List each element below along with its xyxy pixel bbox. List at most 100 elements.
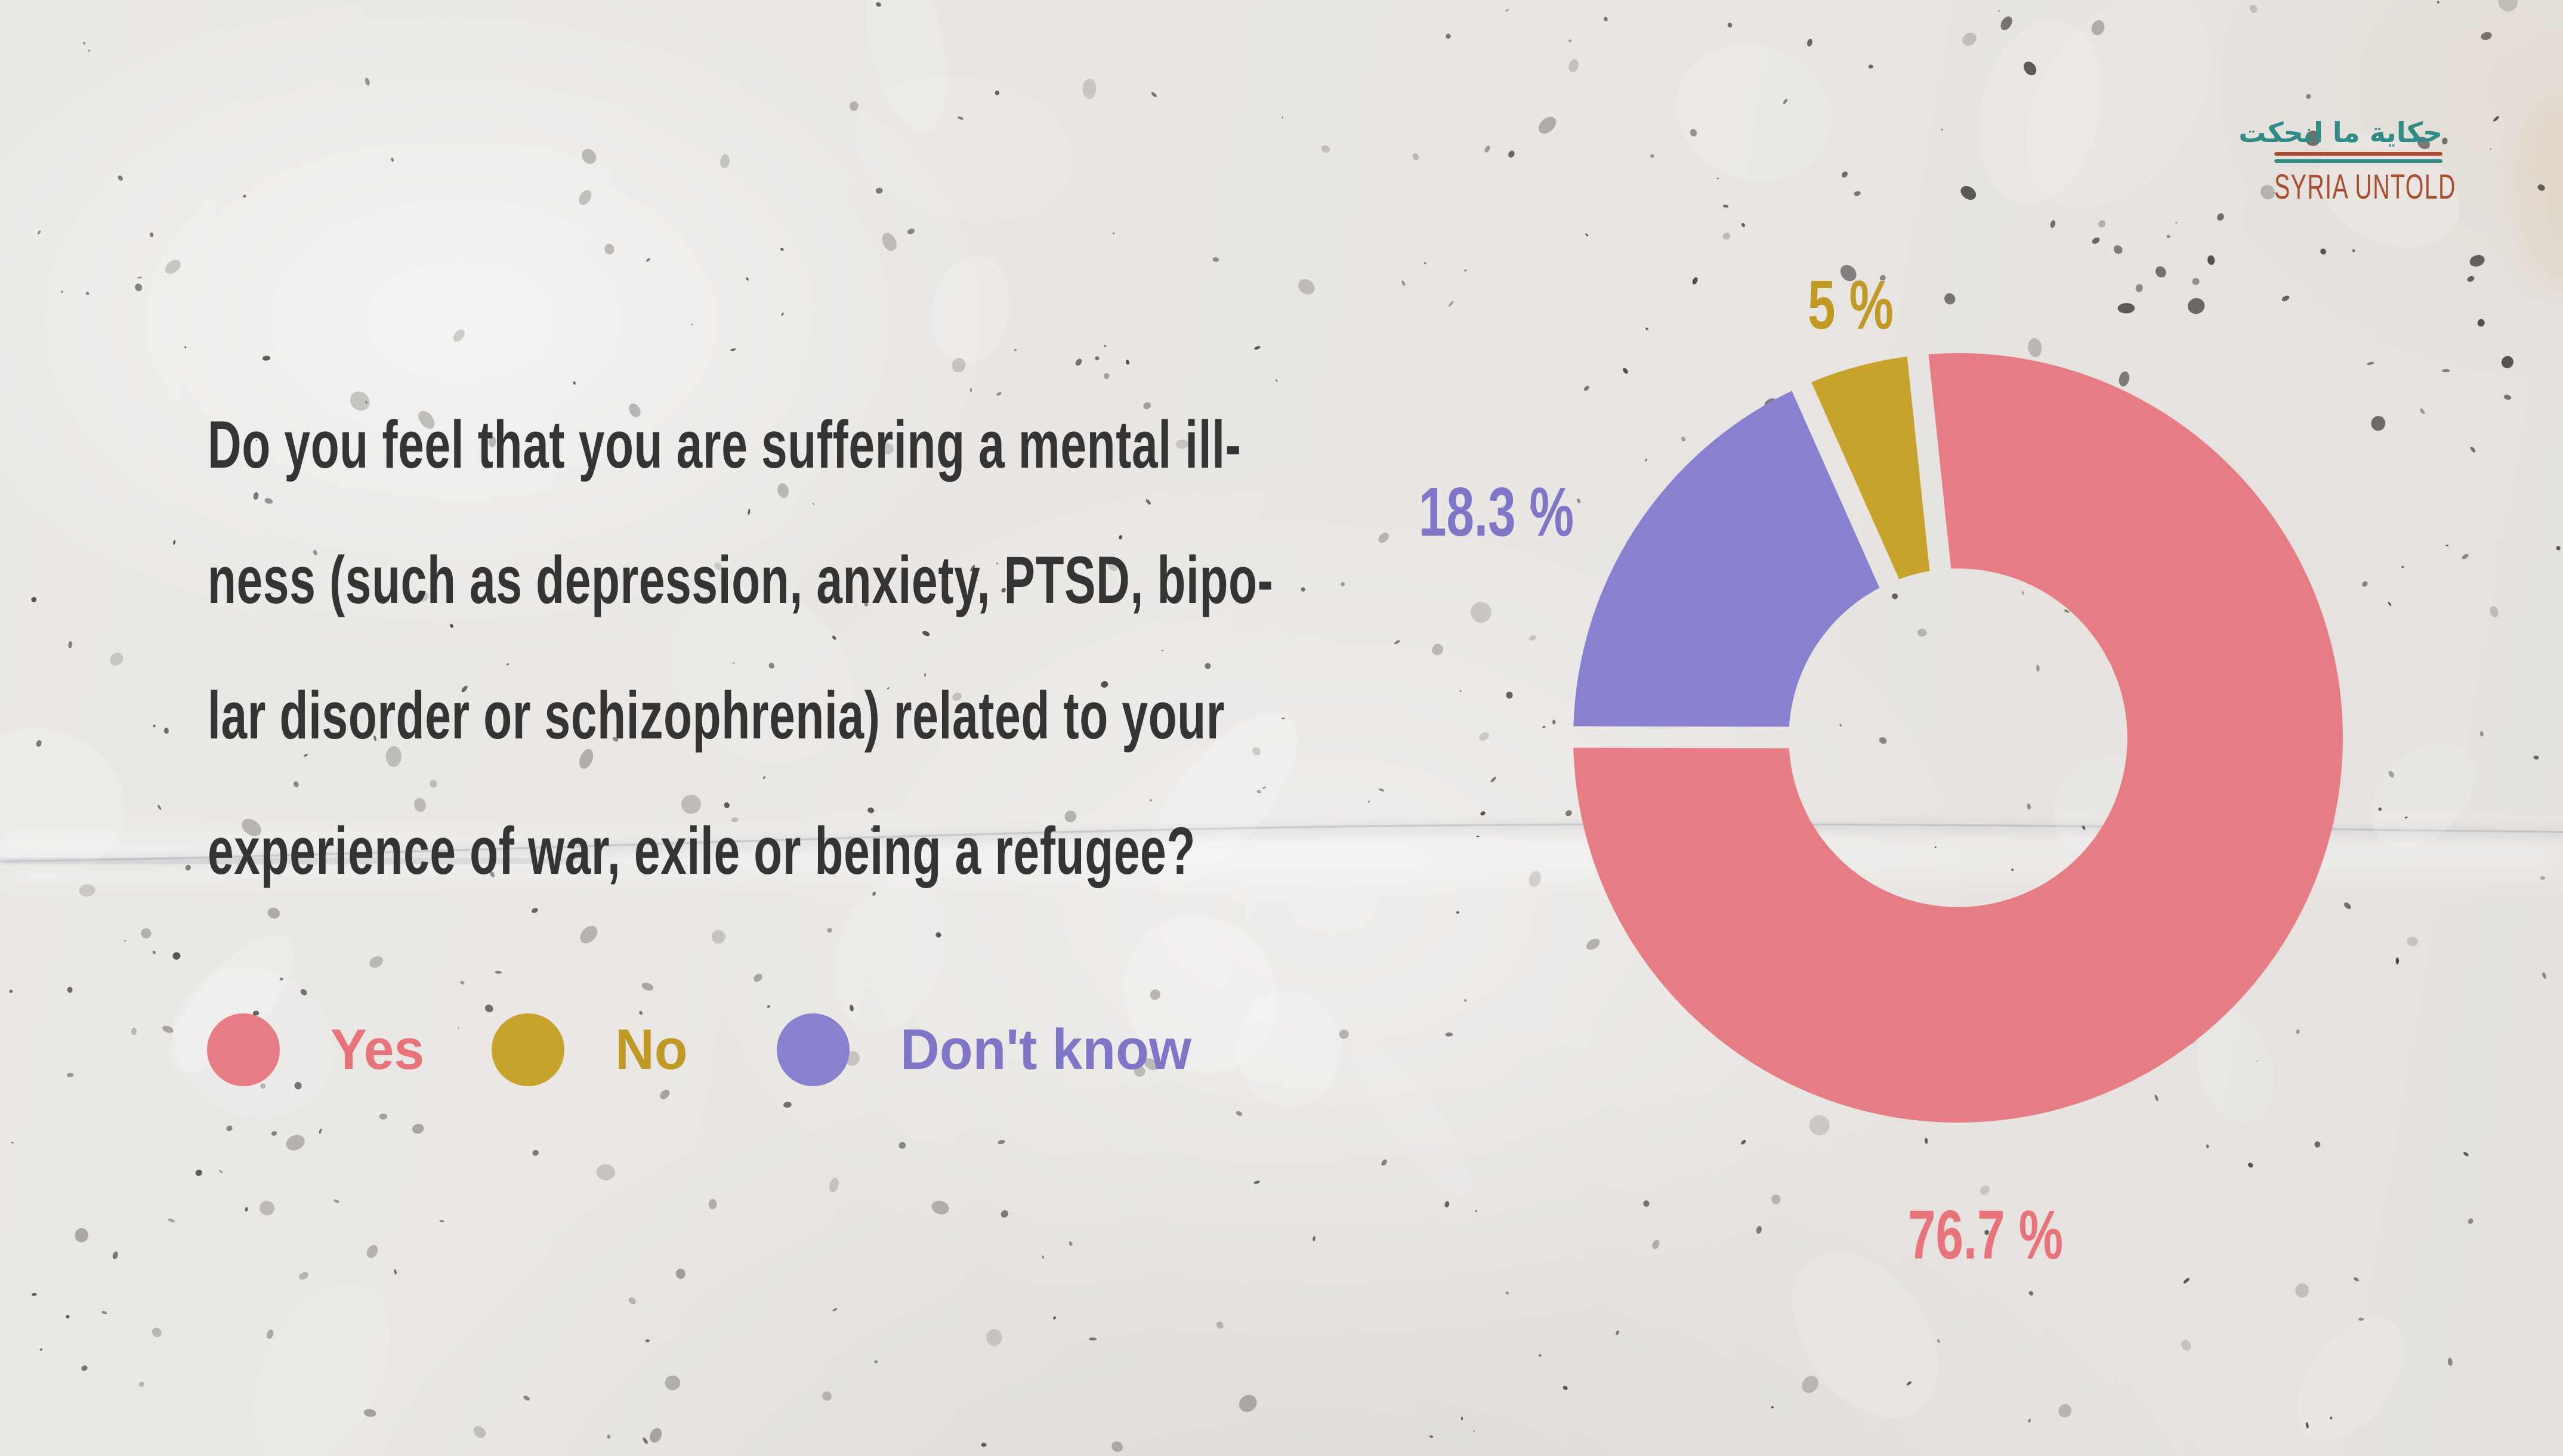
legend-swatch-no xyxy=(492,1013,564,1086)
speck xyxy=(827,928,832,933)
speck xyxy=(650,1428,662,1443)
speck xyxy=(254,1282,390,1456)
speck xyxy=(39,1348,43,1351)
speck xyxy=(2470,447,2476,453)
speck xyxy=(485,1004,493,1013)
speck xyxy=(2503,394,2512,400)
speck xyxy=(11,1142,14,1143)
speck xyxy=(2420,408,2425,415)
speck xyxy=(1339,1029,1349,1039)
speck xyxy=(450,623,453,628)
speck xyxy=(1565,810,1572,817)
value-label-no: 5 % xyxy=(1808,266,1894,344)
speck xyxy=(286,1134,305,1151)
speck xyxy=(1490,777,1496,783)
speck xyxy=(135,283,143,292)
logo-rule-red xyxy=(2274,152,2442,156)
speck xyxy=(2306,94,2311,99)
speck xyxy=(385,746,402,767)
speck xyxy=(1145,499,1151,505)
speck xyxy=(242,818,261,836)
speck xyxy=(152,951,156,954)
speck xyxy=(1842,171,1848,178)
speck xyxy=(1917,629,1927,637)
speck xyxy=(195,1169,202,1176)
speck xyxy=(1480,811,1486,816)
speck xyxy=(2537,184,2545,191)
speck xyxy=(1253,1180,1260,1184)
speck xyxy=(1879,737,1887,744)
speck xyxy=(681,795,701,814)
speck xyxy=(1583,385,1589,391)
speck xyxy=(1423,262,1426,265)
paper-stain xyxy=(2515,101,2563,292)
question-line-2: ness (such as depression, anxiety, PTSD,… xyxy=(208,543,1274,617)
speck xyxy=(1807,39,1812,47)
speck xyxy=(1111,1441,1123,1452)
speck xyxy=(2371,416,2386,431)
question-text: Do you feel that you are suffering a men… xyxy=(208,377,1730,919)
legend-item-yes: Yes xyxy=(207,1013,430,1086)
speck xyxy=(2000,16,2012,30)
speck xyxy=(165,259,181,274)
speck xyxy=(732,662,735,664)
speck xyxy=(158,805,162,810)
speck xyxy=(1143,402,1151,410)
speck xyxy=(872,891,876,896)
speck xyxy=(1205,663,1211,669)
speck xyxy=(350,391,370,411)
speck xyxy=(299,1272,308,1280)
speck xyxy=(1783,98,1788,104)
speck xyxy=(36,740,42,747)
speck xyxy=(768,663,775,669)
speck xyxy=(2358,1318,2364,1321)
speck xyxy=(629,403,641,418)
speck xyxy=(2256,1060,2259,1062)
speck xyxy=(1256,790,1261,793)
speck xyxy=(488,435,496,447)
speck xyxy=(825,442,827,445)
speck xyxy=(748,508,751,515)
speck xyxy=(1505,1291,1509,1295)
logo-syria-untold: حكاية ما انحكت SYRIA UNTOLD xyxy=(2238,118,2455,207)
speck xyxy=(304,753,308,757)
speck xyxy=(532,1149,539,1156)
speck xyxy=(173,540,176,545)
crease-smudge xyxy=(0,852,585,870)
speck xyxy=(2058,1404,2072,1418)
speck xyxy=(952,358,966,373)
speck xyxy=(1089,1337,1097,1341)
speck xyxy=(1727,23,1733,27)
speck xyxy=(1082,78,1097,99)
speck xyxy=(319,1129,322,1134)
speck xyxy=(1216,1321,1224,1329)
speck xyxy=(2028,1418,2031,1423)
speck xyxy=(986,1329,1002,1346)
speck xyxy=(643,1438,648,1444)
speck xyxy=(1568,59,1579,73)
speck xyxy=(1449,301,1454,307)
speck xyxy=(112,1251,118,1260)
speck xyxy=(416,590,428,602)
speck xyxy=(2181,1339,2191,1351)
speck xyxy=(2098,220,2106,228)
speck xyxy=(2196,1010,2274,1123)
speck xyxy=(2469,255,2485,267)
speck xyxy=(2367,361,2374,365)
speck xyxy=(293,781,299,787)
speck xyxy=(168,1219,175,1223)
speck xyxy=(2445,545,2449,546)
speck xyxy=(1839,724,1842,727)
speck xyxy=(366,1245,378,1259)
speck xyxy=(931,255,1009,364)
speck xyxy=(1854,191,1861,196)
speck xyxy=(31,1293,37,1296)
speck xyxy=(1075,358,1082,366)
speck xyxy=(1014,348,1017,351)
speck xyxy=(2113,245,2123,254)
speck xyxy=(1321,145,1330,153)
speck xyxy=(1998,10,2000,12)
donut-segment-no xyxy=(1811,356,1930,579)
speck xyxy=(639,1010,643,1015)
speck xyxy=(1429,1435,1434,1438)
